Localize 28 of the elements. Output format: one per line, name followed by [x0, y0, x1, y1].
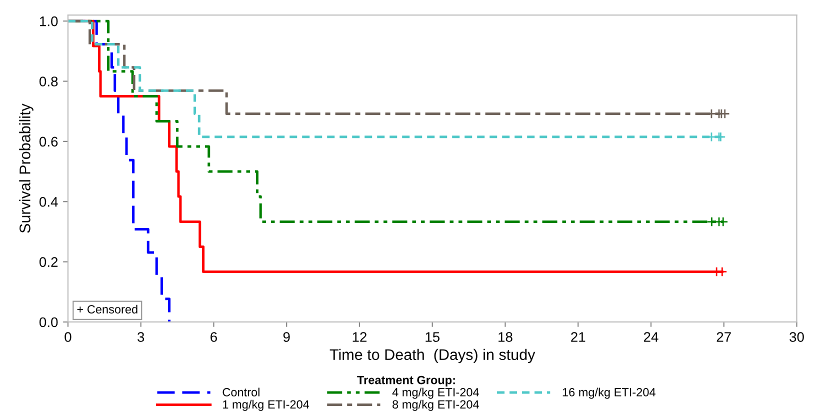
x-tick-label: 21	[571, 332, 586, 342]
legend-label: 1 mg/kg ETI-204	[223, 400, 310, 411]
legend-label: Control	[222, 388, 260, 396]
x-tick-label: 24	[644, 332, 658, 342]
y-tick-label: 0.8	[39, 76, 58, 86]
x-tick-label: 30	[790, 332, 804, 342]
x-tick-label: 9	[283, 332, 290, 342]
point	[706, 216, 717, 227]
x-tick-label: 18	[498, 332, 512, 342]
x-axis-title: Time to Death (Days) in study	[330, 348, 536, 364]
legend-label: 8 mg/kg ETI-204	[392, 400, 479, 411]
annotation: + Censored	[77, 304, 138, 314]
x-tick-label: 27	[716, 332, 731, 342]
legend-label: 16 mg/kg ETI-204	[562, 388, 656, 399]
y-axis-title: Survival Probability	[19, 104, 34, 233]
x-tick-label: 0	[64, 332, 72, 342]
point	[718, 216, 728, 227]
y-tick-label: 0.0	[39, 317, 58, 328]
x-tick-label: 15	[426, 332, 440, 342]
legend-title: Treatment Group:	[357, 376, 455, 387]
y-tick-label: 0.4	[39, 196, 58, 207]
x-tick-label: 6	[210, 332, 217, 342]
x-tick-label: 12	[352, 332, 367, 342]
y-tick-label: 1.0	[40, 16, 58, 26]
y-tick-label: 0.2	[39, 257, 58, 267]
y-tick-label: 0.6	[39, 136, 58, 147]
legend-label: 4 mg/kg ETI-204	[392, 388, 479, 399]
x-tick-label: 3	[138, 332, 144, 342]
